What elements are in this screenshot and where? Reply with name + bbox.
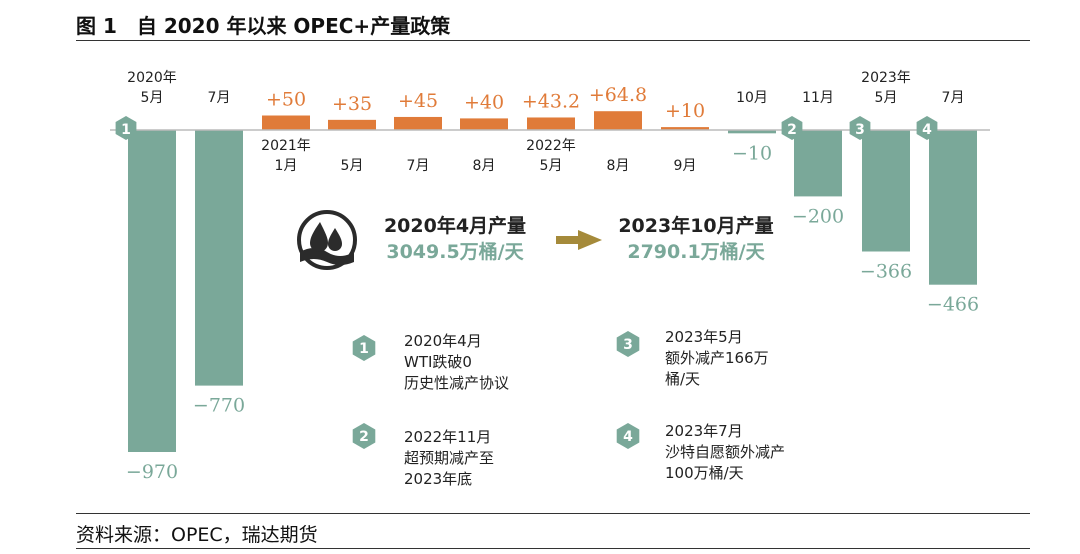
title-bar: 图 1 自 2020 年以来 OPEC+产量政策 bbox=[76, 4, 1030, 41]
note-line: 2023年7月 bbox=[665, 422, 743, 440]
value-label-7: +43.2 bbox=[522, 90, 580, 112]
svg-text:3: 3 bbox=[623, 337, 633, 353]
labels-layer: −970 2020年 5月 −770 7月 +50 2021年 1月 +35 5月 +45 7月 +40… bbox=[126, 70, 979, 483]
summary-block: 2020年4月产量 3049.5万桶/天 2023年10月产量 2790.1万桶… bbox=[297, 210, 774, 270]
note-badge-3 bbox=[616, 331, 640, 357]
summary-from-label: 2020年4月产量 bbox=[384, 214, 526, 237]
value-label-3: +50 bbox=[266, 89, 306, 111]
value-label-12: −366 bbox=[860, 260, 912, 282]
value-label-9: +10 bbox=[665, 100, 705, 122]
category-label-3: 1月 bbox=[275, 158, 298, 174]
bar-8 bbox=[594, 111, 642, 130]
svg-text:4: 4 bbox=[922, 122, 932, 138]
category-label-13: 7月 bbox=[942, 90, 965, 106]
bars-layer bbox=[128, 111, 977, 452]
bar-10 bbox=[728, 130, 776, 134]
category-label-6: 8月 bbox=[473, 158, 496, 174]
note-line: 沙特自愿额外减产 bbox=[665, 443, 785, 461]
svg-text:1: 1 bbox=[359, 341, 369, 357]
category-label-7: 2022年 bbox=[526, 138, 576, 154]
note-badge-4 bbox=[616, 423, 640, 449]
value-label-8: +64.8 bbox=[589, 84, 647, 106]
badge-2: 2 bbox=[781, 116, 803, 140]
svg-text:3: 3 bbox=[855, 122, 865, 138]
figure-title: 图 1 自 2020 年以来 OPEC+产量政策 bbox=[76, 14, 451, 38]
bar-2 bbox=[195, 130, 243, 386]
category-label-1: 2020年 bbox=[127, 70, 177, 86]
badge-3: 3 bbox=[849, 116, 871, 140]
svg-text:1: 1 bbox=[121, 122, 131, 138]
bar-5 bbox=[394, 116, 442, 130]
category-label-2: 7月 bbox=[208, 90, 231, 106]
arrow-icon bbox=[556, 230, 602, 250]
value-label-2: −770 bbox=[193, 395, 245, 417]
value-label-13: −466 bbox=[927, 294, 979, 316]
note-badge-2 bbox=[352, 423, 376, 449]
value-label-6: +40 bbox=[464, 91, 504, 113]
category-label-7: 5月 bbox=[540, 158, 563, 174]
bar-9 bbox=[661, 127, 709, 130]
bar-7 bbox=[527, 117, 575, 130]
category-label-12: 2023年 bbox=[861, 70, 911, 86]
category-label-1: 5月 bbox=[141, 90, 164, 106]
footer-bar: 资料来源：OPEC，瑞达期货 bbox=[76, 513, 1030, 549]
svg-text:2: 2 bbox=[787, 122, 797, 138]
category-label-10: 10月 bbox=[736, 90, 768, 106]
note-line: 2023年底 bbox=[404, 470, 472, 488]
note-line: 桶/天 bbox=[665, 370, 700, 388]
source-note: 资料来源：OPEC，瑞达期货 bbox=[76, 524, 318, 546]
badge-layer: 1 2 3 4 bbox=[115, 116, 938, 140]
bar-3 bbox=[262, 115, 310, 130]
note-line: 历史性减产协议 bbox=[404, 374, 509, 392]
note-line: 超预期减产至 bbox=[404, 449, 494, 467]
svg-text:4: 4 bbox=[623, 429, 633, 445]
bar-6 bbox=[460, 118, 508, 130]
value-label-11: −200 bbox=[792, 205, 844, 227]
bar-13 bbox=[929, 130, 977, 285]
value-label-5: +45 bbox=[398, 90, 438, 112]
note-line: WTI跌破0 bbox=[404, 353, 472, 371]
oil-drops-icon bbox=[297, 210, 357, 270]
category-label-4: 5月 bbox=[341, 158, 364, 174]
value-label-1: −970 bbox=[126, 461, 178, 483]
bar-1 bbox=[128, 130, 176, 452]
summary-to-value: 2790.1万桶/天 bbox=[627, 240, 765, 263]
category-label-3: 2021年 bbox=[261, 138, 311, 154]
value-label-10: −10 bbox=[732, 142, 772, 164]
category-label-8: 8月 bbox=[607, 158, 630, 174]
note-line: 100万桶/天 bbox=[665, 464, 744, 482]
category-label-5: 7月 bbox=[407, 158, 430, 174]
category-label-11: 11月 bbox=[802, 90, 834, 106]
summary-from-value: 3049.5万桶/天 bbox=[386, 240, 524, 263]
badge-4: 4 bbox=[916, 116, 938, 140]
note-line: 额外减产166万 bbox=[665, 349, 769, 367]
summary-to-label: 2023年10月产量 bbox=[618, 214, 773, 237]
category-label-12: 5月 bbox=[875, 90, 898, 106]
bar-12 bbox=[862, 130, 910, 252]
badge-1: 1 bbox=[115, 116, 137, 140]
bar-11 bbox=[794, 130, 842, 197]
bar-4 bbox=[328, 119, 376, 130]
note-line: 2022年11月 bbox=[404, 428, 491, 446]
value-label-4: +35 bbox=[332, 93, 372, 115]
note-badge-1 bbox=[352, 335, 376, 361]
note-line: 2023年5月 bbox=[665, 328, 743, 346]
category-label-9: 9月 bbox=[674, 158, 697, 174]
note-1: 1 2020年4月 WTI跌破0 历史性减产协议 bbox=[352, 332, 509, 392]
note-line: 2020年4月 bbox=[404, 332, 482, 350]
svg-text:2: 2 bbox=[359, 429, 369, 445]
